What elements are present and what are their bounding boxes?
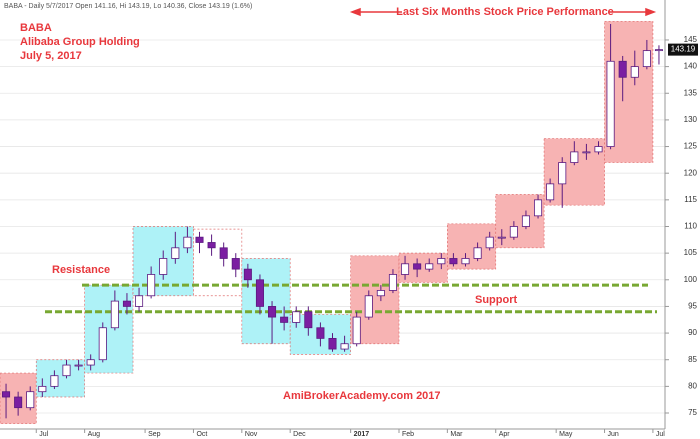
x-tick-label: Feb (402, 431, 414, 438)
x-tick-label: Nov (245, 431, 258, 438)
title-arrows (349, 7, 657, 17)
candle-body (449, 258, 458, 265)
last-price-tag (668, 43, 698, 56)
y-tick-label: 95 (688, 302, 697, 311)
candle-body (654, 49, 663, 52)
x-tick-label: Jun (608, 431, 619, 438)
candle-body (388, 274, 397, 291)
candle-body (558, 162, 567, 185)
x-tick-label: Dec (293, 431, 306, 438)
plot-area (0, 20, 665, 425)
date: July 5, 2017 (20, 50, 82, 62)
candle-body (147, 274, 156, 297)
candle-body (195, 236, 204, 243)
candle-body (497, 236, 506, 239)
candle-body (642, 50, 651, 68)
y-tick-label: 75 (688, 408, 697, 417)
candle-body (135, 295, 144, 307)
x-tick-label: Sep (148, 431, 161, 438)
candle-body (606, 60, 615, 147)
candle-body (630, 66, 639, 78)
candle-body (364, 295, 373, 318)
candle-body (509, 226, 518, 238)
candle-body (534, 199, 543, 217)
y-tick-label: 100 (684, 275, 698, 284)
candle-body (473, 247, 482, 259)
candle-body (2, 391, 11, 398)
candle-body (413, 263, 422, 270)
watermark: AmiBrokerAcademy.com 2017 (283, 390, 441, 402)
y-tick-label: 85 (688, 355, 697, 364)
last-price-label: 143.19 (671, 45, 696, 54)
candle-body (582, 151, 591, 154)
candle-body (316, 327, 325, 339)
candle-body (401, 263, 410, 275)
candle-body (62, 364, 71, 377)
candle-body (243, 268, 252, 281)
x-tick-label: 2017 (354, 431, 370, 438)
candle-body (98, 327, 107, 361)
y-tick-label: 115 (684, 195, 697, 204)
x-tick-label: Oct (196, 431, 207, 438)
candle-body (340, 343, 349, 350)
candle-body (14, 396, 23, 409)
candle-body (485, 236, 494, 249)
candle-body (74, 364, 83, 367)
candle-body (255, 279, 264, 307)
candle-body (521, 215, 530, 227)
y-tick-label: 125 (684, 142, 698, 151)
y-tick-label: 80 (688, 381, 697, 390)
candle-body (570, 151, 579, 163)
chart-title: Last Six Months Stock Price Performance (396, 6, 614, 18)
header: BABA - Daily 5/7/2017 Open 141.16, Hi 14… (4, 3, 252, 10)
candle-body (352, 316, 361, 345)
candle-body (183, 236, 192, 249)
x-tick-label: Aug (88, 431, 101, 438)
x-tick-label: Jul (656, 431, 665, 438)
candle-body (594, 146, 603, 153)
candle-body (461, 258, 470, 265)
x-tick-label: Mar (450, 431, 463, 438)
candle-body (328, 338, 337, 350)
resistance-label: Resistance (52, 264, 110, 276)
y-tick-label: 145 (684, 35, 698, 44)
candle-body (231, 258, 240, 270)
y-tick-label: 135 (684, 88, 698, 97)
range-box (84, 284, 134, 374)
y-tick-label: 140 (684, 62, 698, 71)
candle-body (38, 385, 47, 393)
candle-body (304, 311, 313, 329)
candle-body (122, 300, 131, 307)
y-tick-label: 90 (688, 328, 697, 337)
candle-body (292, 311, 301, 323)
company: Alibaba Group Holding (20, 36, 140, 48)
x-tick-label: Apr (499, 431, 511, 438)
candle-body (159, 258, 168, 275)
candle-body (546, 183, 555, 201)
candle-body (86, 359, 95, 366)
candle-body (26, 391, 35, 409)
candle-body (171, 247, 180, 259)
candle-body (618, 60, 627, 78)
x-tick-label: Jul (39, 431, 48, 438)
y-tick-label: 110 (684, 222, 697, 231)
candle-body (50, 375, 59, 387)
y-tick-label: 105 (684, 248, 698, 257)
candle-body (437, 258, 446, 265)
candle-body (376, 290, 385, 297)
y-tick-label: 130 (684, 115, 698, 124)
candle-body (219, 247, 228, 259)
symbol: BABA (20, 22, 52, 34)
x-tick-label: May (559, 431, 573, 438)
y-tick-label: 120 (684, 168, 698, 177)
support-label: Support (475, 294, 517, 306)
candle-body (425, 263, 434, 270)
candle-body (280, 316, 289, 323)
candle-body (110, 300, 119, 329)
candle-body (268, 306, 277, 318)
candle-body (207, 242, 216, 249)
